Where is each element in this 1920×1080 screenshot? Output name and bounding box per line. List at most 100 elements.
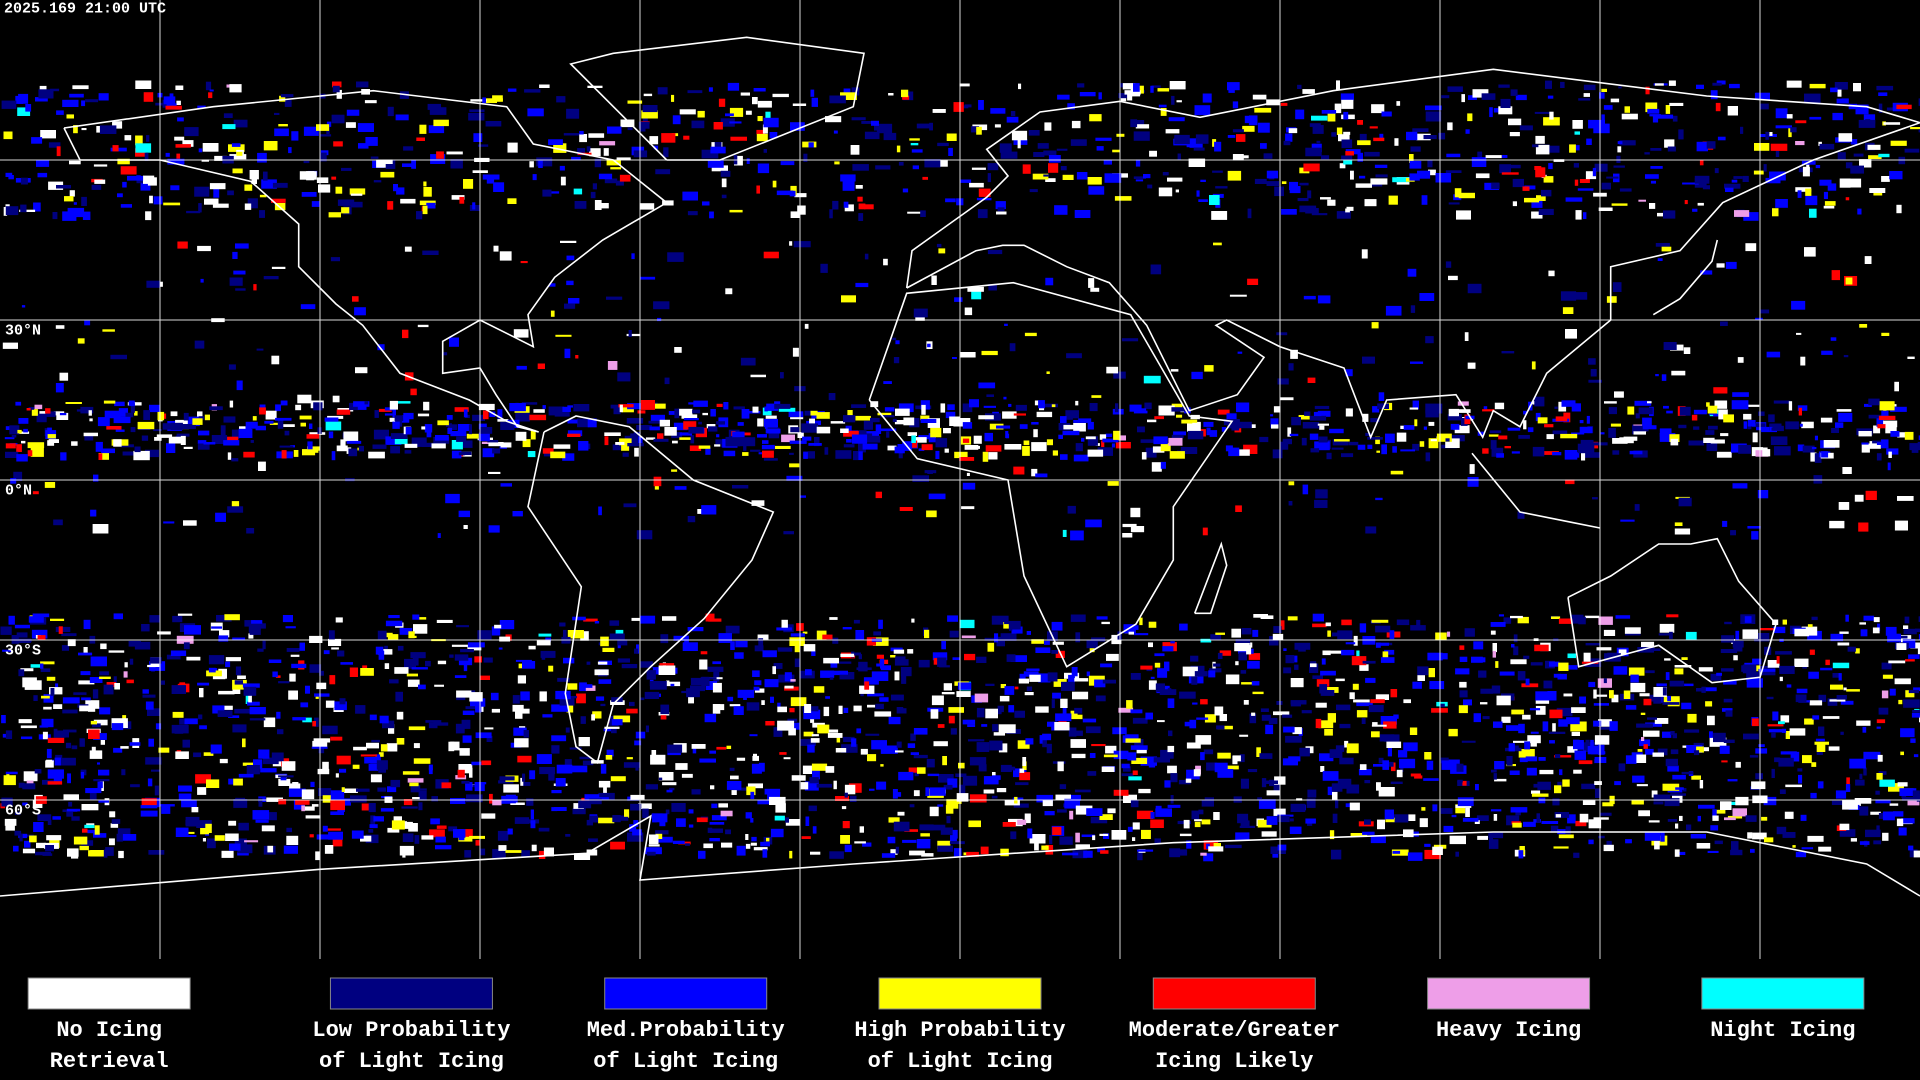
icing-pixel <box>851 738 857 747</box>
icing-pixel <box>745 843 751 849</box>
icing-pixel <box>659 419 670 427</box>
icing-pixel <box>1613 165 1625 168</box>
icing-pixel <box>763 251 779 259</box>
icing-pixel <box>894 446 905 454</box>
icing-pixel <box>149 195 153 204</box>
icing-pixel <box>210 744 222 754</box>
icing-pixel <box>1288 128 1298 134</box>
icing-pixel <box>997 705 1004 713</box>
icing-pixel <box>1638 199 1646 202</box>
icing-pixel <box>1298 415 1310 420</box>
icing-pixel <box>1359 623 1367 633</box>
icing-pixel <box>66 114 74 119</box>
icing-pixel <box>853 619 860 624</box>
icing-pixel <box>932 652 948 661</box>
icing-pixel <box>835 450 852 459</box>
icing-pixel <box>1078 418 1092 423</box>
icing-pixel <box>1865 490 1877 500</box>
icing-pixel <box>301 789 315 800</box>
icing-pixel <box>688 426 704 434</box>
icing-pixel <box>637 410 646 414</box>
icing-pixel <box>1113 430 1121 440</box>
icing-pixel <box>1307 190 1312 199</box>
icing-pixel <box>567 419 578 424</box>
icing-pixel <box>99 671 109 676</box>
icing-pixel <box>1889 803 1899 806</box>
icing-pixel <box>1740 126 1744 134</box>
icing-pixel <box>1019 673 1026 681</box>
icing-pixel <box>1409 160 1422 169</box>
icing-pixel <box>1494 761 1505 770</box>
icing-pixel <box>382 720 395 729</box>
icing-pixel <box>433 119 449 127</box>
icing-pixel <box>708 618 722 622</box>
icing-pixel <box>522 661 536 669</box>
icing-pixel <box>235 666 242 676</box>
icing-pixel <box>1727 779 1738 782</box>
icing-pixel <box>464 850 472 858</box>
icing-pixel <box>386 743 398 752</box>
icing-pixel <box>890 694 904 701</box>
icing-pixel <box>436 151 444 159</box>
icing-pixel <box>901 89 909 98</box>
icing-pixel <box>515 710 523 719</box>
icing-pixel <box>1232 101 1239 109</box>
icing-pixel <box>839 672 855 680</box>
icing-pixel <box>566 108 580 119</box>
icing-pixel <box>1000 764 1012 772</box>
icing-pixel <box>1035 647 1051 653</box>
icing-pixel <box>1861 443 1870 453</box>
icing-pixel <box>580 631 589 641</box>
icing-pixel <box>183 412 189 421</box>
icing-pixel <box>83 647 88 655</box>
icing-pixel <box>827 733 843 738</box>
icing-pixel <box>28 407 35 410</box>
icing-pixel <box>1477 835 1488 840</box>
icing-pixel <box>387 201 394 210</box>
icing-pixel <box>93 779 110 782</box>
icing-pixel <box>1194 819 1202 822</box>
icing-pixel <box>1096 146 1104 151</box>
icing-pixel <box>1154 416 1164 420</box>
icing-pixel <box>122 715 127 721</box>
icing-pixel <box>1296 798 1303 801</box>
icing-pixel <box>1060 698 1068 708</box>
icing-pixel <box>1606 176 1619 179</box>
icing-pixel <box>232 168 243 174</box>
icing-pixel <box>145 701 154 710</box>
icing-pixel <box>664 377 670 385</box>
icing-pixel <box>1236 402 1250 413</box>
icing-pixel <box>945 805 954 814</box>
icing-pixel <box>1472 657 1486 663</box>
icing-pixel <box>900 667 912 677</box>
icing-pixel <box>682 642 698 651</box>
icing-pixel <box>1876 442 1885 445</box>
icing-pixel <box>896 145 901 153</box>
icing-pixel <box>1507 164 1521 169</box>
icing-pixel <box>1810 792 1817 799</box>
icing-pixel <box>1302 422 1320 429</box>
icing-pixel <box>93 833 107 838</box>
icing-pixel <box>1598 616 1613 625</box>
icing-pixel <box>1513 740 1529 743</box>
icing-pixel <box>178 793 192 801</box>
icing-pixel <box>953 418 971 427</box>
icing-pixel <box>26 408 31 411</box>
icing-pixel <box>1805 188 1812 196</box>
icing-pixel <box>1115 442 1131 449</box>
icing-pixel <box>1274 190 1281 195</box>
legend-swatch <box>878 977 1042 1010</box>
icing-pixel <box>112 145 119 152</box>
icing-pixel <box>1458 409 1471 413</box>
icing-pixel <box>1219 714 1227 722</box>
icing-pixel <box>624 435 640 444</box>
icing-pixel <box>315 851 320 861</box>
icing-pixel <box>490 692 499 701</box>
icing-pixel <box>613 405 621 415</box>
icing-pixel <box>551 704 568 712</box>
icing-pixel <box>408 823 418 832</box>
icing-pixel <box>1849 758 1866 769</box>
icing-pixel <box>1362 831 1375 835</box>
icing-pixel <box>224 614 240 621</box>
icing-pixel <box>1731 179 1738 183</box>
